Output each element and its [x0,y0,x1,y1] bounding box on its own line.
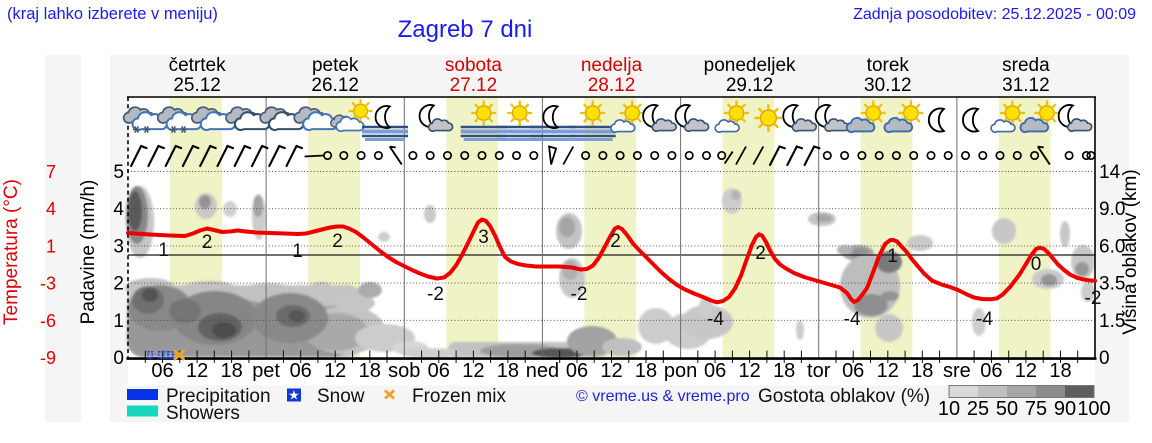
svg-text:3.5: 3.5 [1099,274,1125,295]
svg-text:7: 7 [46,162,56,182]
svg-text:Višina oblakov (km): Višina oblakov (km) [1120,169,1141,334]
svg-text:ned: ned [526,360,559,382]
svg-text:26.12: 26.12 [311,75,359,96]
svg-text:12: 12 [738,360,760,382]
svg-text:06: 06 [704,360,726,382]
svg-text:29.12: 29.12 [726,75,774,96]
svg-text:12: 12 [877,360,899,382]
svg-text:torek: torek [867,55,910,76]
svg-text:★: ★ [288,388,300,403]
svg-text:12: 12 [1015,360,1037,382]
svg-text:6.0: 6.0 [1099,236,1125,257]
svg-text:0: 0 [1099,348,1110,369]
svg-text:18: 18 [220,360,242,382]
svg-text:Frozen mix: Frozen mix [412,386,506,407]
svg-text:1: 1 [46,236,56,256]
svg-text:10: 10 [938,398,960,420]
svg-text:30.12: 30.12 [864,75,912,96]
svg-text:75: 75 [1025,398,1047,420]
svg-text:Snow: Snow [317,386,365,407]
svg-text:pon: pon [664,360,697,382]
svg-text:06: 06 [151,360,173,382]
svg-text:Temperatura (°C): Temperatura (°C) [1,179,22,325]
svg-text:25.12: 25.12 [173,75,221,96]
svg-text:2: 2 [202,232,213,253]
svg-text:Zadnja posodobitev: 25.12.2025: Zadnja posodobitev: 25.12.2025 - 00:09 [853,6,1136,23]
svg-text:četrtek: četrtek [169,55,227,76]
svg-text:1: 1 [887,246,898,267]
svg-text:sob: sob [388,360,420,382]
svg-text:12: 12 [324,360,346,382]
svg-text:Zagreb 7 dni: Zagreb 7 dni [398,16,533,43]
svg-text:1: 1 [158,240,169,261]
svg-text:© vreme.us & vreme.pro: © vreme.us & vreme.pro [576,388,750,405]
svg-text:9.0: 9.0 [1099,199,1125,220]
svg-text:2: 2 [113,274,124,295]
svg-text:2: 2 [755,243,766,264]
svg-text:18: 18 [359,360,381,382]
svg-text:1: 1 [113,311,124,332]
svg-text:18: 18 [1049,360,1071,382]
svg-text:tor: tor [807,360,831,382]
svg-text:3: 3 [113,236,124,257]
svg-text:06: 06 [842,360,864,382]
svg-text:ponedeljek: ponedeljek [704,55,796,76]
svg-text:28.12: 28.12 [588,75,636,96]
svg-text:100: 100 [1077,398,1110,420]
svg-text:sobota: sobota [445,55,502,76]
svg-text:-4: -4 [844,309,861,330]
svg-text:-3: -3 [40,274,56,294]
svg-text:4: 4 [46,199,56,219]
svg-text:50: 50 [996,398,1018,420]
svg-text:2: 2 [332,231,343,252]
svg-text:1: 1 [292,241,303,262]
svg-text:06: 06 [428,360,450,382]
svg-text:Precipitation: Precipitation [166,386,271,407]
svg-text:25: 25 [967,398,989,420]
svg-text:14: 14 [1099,162,1121,183]
svg-text:0: 0 [113,348,124,369]
svg-text:06: 06 [566,360,588,382]
svg-text:-2: -2 [571,284,588,305]
svg-text:27.12: 27.12 [450,75,498,96]
svg-text:12: 12 [600,360,622,382]
svg-text:-4: -4 [976,309,993,330]
svg-text:12: 12 [462,360,484,382]
svg-text:petek: petek [312,55,359,76]
svg-text:2: 2 [610,231,621,252]
svg-text:3: 3 [478,227,489,248]
svg-text:5: 5 [113,162,124,183]
svg-text:18: 18 [773,360,795,382]
svg-text:18: 18 [911,360,933,382]
svg-text:sreda: sreda [1002,55,1050,76]
svg-text:-6: -6 [40,311,56,331]
svg-text:06: 06 [980,360,1002,382]
svg-text:0: 0 [1031,254,1042,275]
svg-text:Showers: Showers [166,403,240,424]
svg-text:18: 18 [635,360,657,382]
svg-text:12: 12 [186,360,208,382]
svg-text:Gostota oblakov (%): Gostota oblakov (%) [758,386,930,407]
svg-text:Padavine (mm/h): Padavine (mm/h) [78,180,99,325]
svg-text:(kraj lahko izberete v meniju): (kraj lahko izberete v meniju) [7,5,218,23]
svg-text:-9: -9 [40,348,56,368]
svg-text:90: 90 [1054,398,1076,420]
svg-text:pet: pet [252,360,280,382]
svg-text:-4: -4 [707,309,724,330]
svg-text:nedelja: nedelja [581,55,643,76]
svg-text:sre: sre [943,360,971,382]
svg-text:31.12: 31.12 [1002,75,1050,96]
svg-text:18: 18 [497,360,519,382]
svg-text:-2: -2 [1085,288,1102,309]
svg-text:1.5: 1.5 [1099,311,1125,332]
svg-text:-2: -2 [427,284,444,305]
svg-text:4: 4 [113,199,124,220]
svg-text:06: 06 [290,360,312,382]
